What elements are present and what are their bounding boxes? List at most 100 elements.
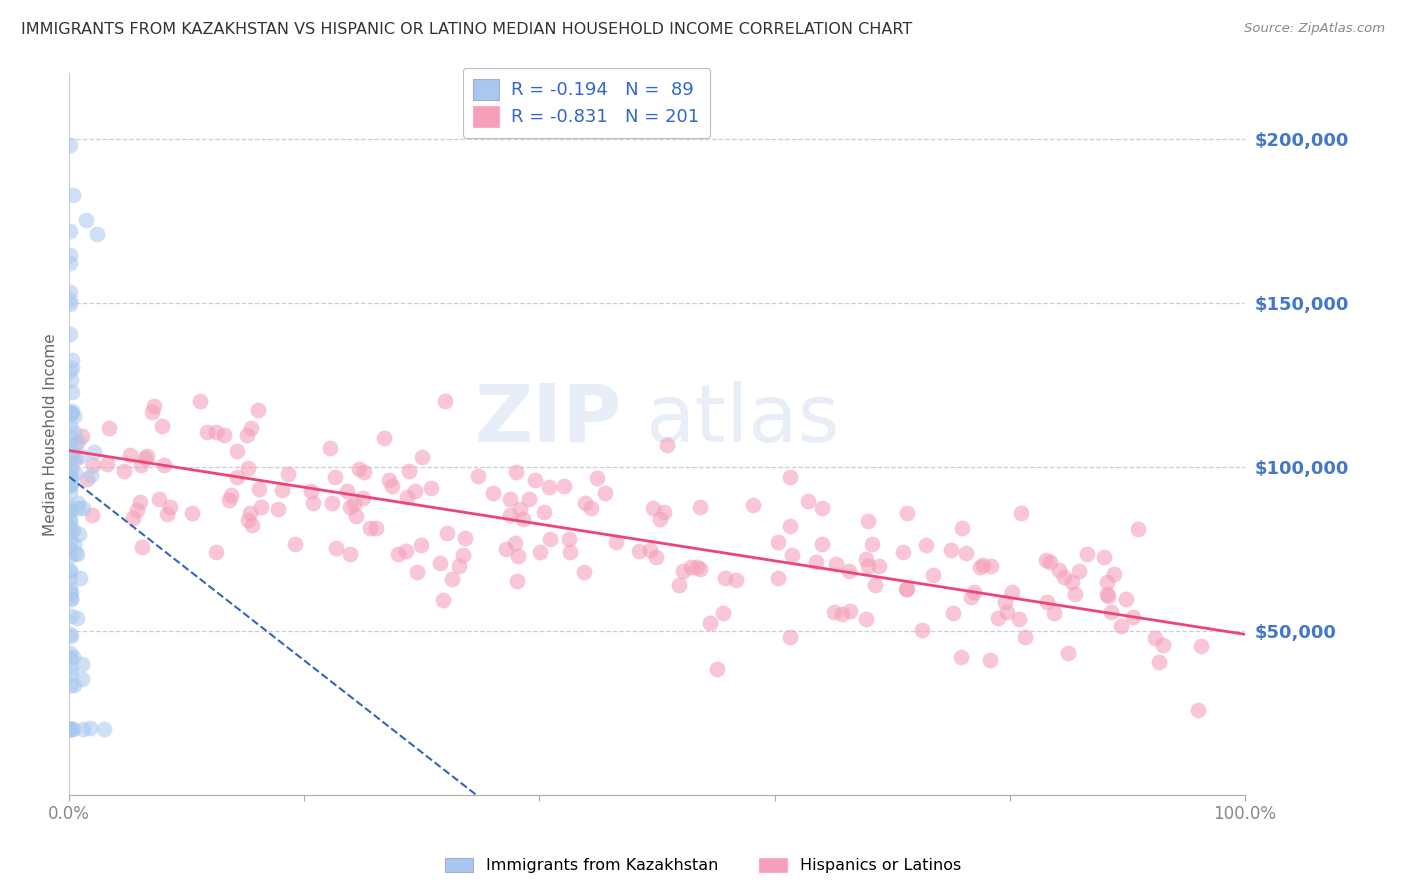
- Point: [1128, 522, 1150, 536]
- Point: [1095, 574, 1118, 589]
- Point: [59, 534, 82, 549]
- Point: [112, 464, 135, 478]
- Point: [98, 421, 121, 435]
- Point: [59, 667, 82, 681]
- Legend: Immigrants from Kazakhstan, Hispanics or Latinos: Immigrants from Kazakhstan, Hispanics or…: [439, 851, 967, 880]
- Point: [517, 491, 540, 506]
- Point: [218, 492, 240, 507]
- Point: [59, 723, 82, 737]
- Point: [1076, 547, 1098, 561]
- Point: [467, 468, 489, 483]
- Point: [59, 500, 82, 515]
- Point: [188, 394, 211, 409]
- Point: [533, 505, 555, 519]
- Point: [93, 723, 115, 737]
- Point: [810, 501, 832, 516]
- Point: [858, 559, 880, 574]
- Point: [72, 501, 94, 516]
- Point: [235, 427, 257, 442]
- Point: [679, 560, 702, 574]
- Point: [868, 559, 890, 574]
- Point: [780, 548, 803, 562]
- Point: [63, 467, 86, 481]
- Point: [344, 509, 367, 524]
- Point: [79, 722, 101, 736]
- Point: [1035, 552, 1057, 566]
- Point: [62, 187, 84, 202]
- Point: [505, 465, 527, 479]
- Point: [60, 628, 83, 642]
- Point: [319, 441, 342, 455]
- Point: [239, 506, 262, 520]
- Point: [59, 723, 82, 737]
- Point: [59, 468, 82, 483]
- Point: [411, 450, 433, 465]
- Point: [66, 501, 89, 516]
- Point: [59, 293, 82, 308]
- Point: [60, 408, 83, 422]
- Point: [498, 508, 520, 523]
- Point: [59, 549, 82, 564]
- Point: [65, 437, 87, 451]
- Point: [59, 503, 82, 517]
- Point: [952, 521, 974, 535]
- Point: [59, 138, 82, 153]
- Point: [686, 559, 709, 574]
- Point: [62, 723, 84, 737]
- Point: [524, 474, 547, 488]
- Point: [59, 591, 82, 606]
- Point: [855, 612, 877, 626]
- Point: [59, 461, 82, 475]
- Point: [779, 630, 801, 644]
- Point: [321, 495, 343, 509]
- Point: [148, 492, 170, 507]
- Point: [969, 559, 991, 574]
- Point: [59, 541, 82, 556]
- Point: [143, 399, 166, 413]
- Point: [628, 544, 651, 558]
- Point: [949, 649, 972, 664]
- Point: [896, 507, 918, 521]
- Point: [451, 548, 474, 562]
- Point: [325, 541, 347, 555]
- Point: [236, 460, 259, 475]
- Point: [823, 605, 845, 619]
- Point: [779, 469, 801, 483]
- Point: [60, 444, 83, 458]
- Point: [839, 604, 862, 618]
- Point: [66, 496, 89, 510]
- Point: [62, 523, 84, 537]
- Point: [405, 483, 427, 498]
- Point: [150, 419, 173, 434]
- Point: [65, 451, 87, 466]
- Point: [156, 507, 179, 521]
- Point: [398, 464, 420, 478]
- Point: [59, 515, 82, 529]
- Point: [553, 479, 575, 493]
- Point: [1057, 646, 1080, 660]
- Point: [59, 418, 82, 433]
- Point: [75, 213, 97, 227]
- Point: [434, 394, 457, 409]
- Point: [652, 505, 675, 519]
- Point: [339, 547, 361, 561]
- Point: [59, 463, 82, 477]
- Point: [141, 405, 163, 419]
- Point: [59, 520, 82, 534]
- Point: [121, 511, 143, 525]
- Point: [714, 571, 737, 585]
- Point: [797, 493, 820, 508]
- Point: [66, 547, 89, 561]
- Point: [96, 457, 118, 471]
- Point: [574, 496, 596, 510]
- Point: [59, 723, 82, 737]
- Point: [896, 582, 918, 596]
- Point: [939, 543, 962, 558]
- Point: [689, 500, 711, 515]
- Point: [60, 584, 83, 599]
- Point: [59, 587, 82, 601]
- Point: [506, 574, 529, 588]
- Point: [135, 449, 157, 463]
- Point: [373, 431, 395, 445]
- Point: [59, 438, 82, 452]
